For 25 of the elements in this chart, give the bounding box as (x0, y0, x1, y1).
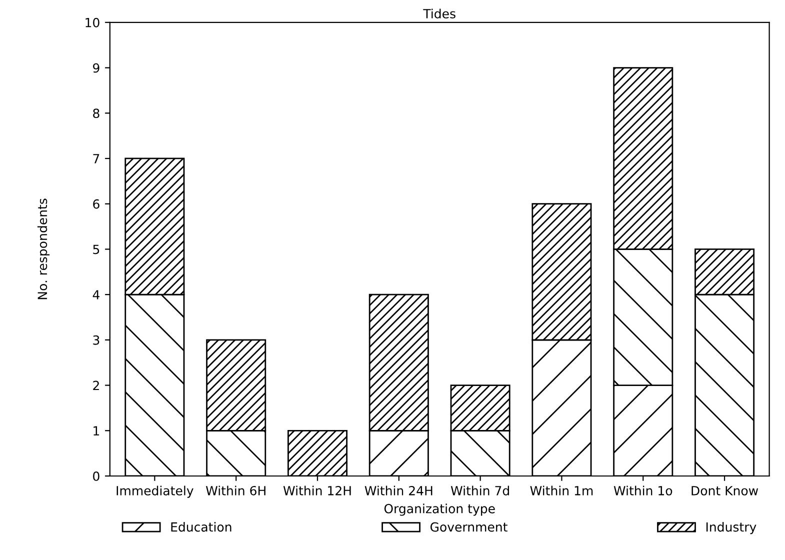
y-tick-label: 10 (86, 18, 100, 28)
chart-title: Tides (423, 8, 456, 18)
legend-label: Education (171, 522, 232, 532)
y-tick-label: 5 (93, 244, 100, 254)
y-tick-label: 3 (93, 335, 100, 345)
x-tick-label: Within 1m (530, 486, 593, 496)
legend-label: Industry (706, 522, 756, 534)
y-tick-label: 4 (92, 290, 100, 300)
y-tick-label: 9 (93, 63, 100, 73)
y-tick-label: 8 (93, 108, 100, 118)
x-tick-label: Within 6H (206, 486, 266, 496)
y-tick-label: 1 (94, 426, 100, 436)
y-tick-label: 7 (93, 154, 100, 164)
x-tick-label: Dont Know (692, 486, 758, 496)
y-tick-label: 6 (93, 199, 100, 209)
x-tick-label: Within 12H (283, 486, 351, 496)
y-tick-label: 2 (93, 380, 99, 390)
x-tick-label: Within 7d (450, 486, 509, 496)
legend-title: Organization type (384, 504, 495, 516)
y-tick-label: 0 (93, 471, 100, 481)
y-axis-title: No. respondents (37, 198, 50, 300)
x-tick-label: Within 24H (364, 486, 432, 496)
x-tick-label: Within 1o (614, 486, 672, 496)
x-tick-label: Immediately (116, 486, 194, 498)
legend-label: Government (430, 522, 508, 532)
